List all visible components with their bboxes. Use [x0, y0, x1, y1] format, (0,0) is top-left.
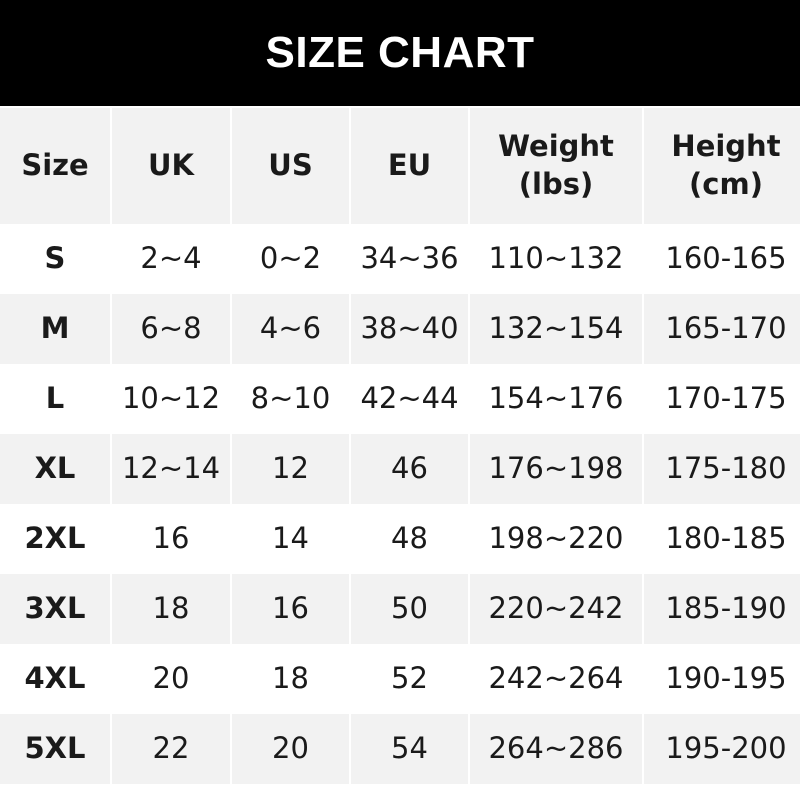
column-header: Height (cm) — [644, 108, 800, 224]
table-cell: 52 — [391, 661, 428, 696]
column-header: EU — [351, 108, 468, 224]
table-cell: 12~14 — [112, 434, 230, 504]
table-row: 4XL 20 18 52 242~264 190-195 — [0, 644, 800, 714]
table-cell: 12 — [232, 434, 349, 504]
table-cell: 8~10 — [250, 381, 331, 416]
table-cell: 6~8 — [112, 294, 230, 364]
table-cell: 14 — [272, 521, 309, 556]
table-cell: 110~132 — [488, 241, 624, 276]
table-cell: 195-200 — [644, 714, 800, 784]
table-cell: 220~242 — [470, 574, 642, 644]
table-header-row: Size UK US EU Weight (lbs) Height (cm) — [0, 108, 800, 224]
table-cell: 42~44 — [360, 381, 459, 416]
table-cell: 54 — [351, 714, 468, 784]
table-cell: 34~36 — [360, 241, 459, 276]
column-header-text: (lbs) — [518, 167, 594, 201]
table-cell: 18 — [112, 574, 230, 644]
column-header-text: Size — [21, 148, 89, 183]
size-label: S — [44, 241, 66, 276]
size-label: 5XL — [0, 714, 110, 784]
table-row: M 6~8 4~6 38~40 132~154 165-170 — [0, 294, 800, 364]
table-row: 3XL 18 16 50 220~242 185-190 — [0, 574, 800, 644]
table-cell: 198~220 — [488, 521, 624, 556]
column-header-text: Height — [671, 129, 781, 164]
table-cell: 2~4 — [140, 241, 202, 276]
column-header: Weight (lbs) — [470, 108, 642, 224]
column-header-text: EU — [387, 148, 432, 183]
table-cell: 0~2 — [259, 241, 322, 276]
table-cell: 190-195 — [665, 661, 787, 696]
size-chart-table: Size UK US EU Weight (lbs) Height (cm) S 2~4 0~2 3… — [0, 108, 800, 784]
table-cell: 20 — [232, 714, 349, 784]
table-cell: 180-185 — [665, 521, 787, 556]
column-header-text: Weight — [498, 129, 614, 164]
table-cell: 4~6 — [232, 294, 349, 364]
page-title: SIZE CHART — [0, 0, 800, 106]
table-cell: 16 — [232, 574, 349, 644]
table-row: L 10~12 8~10 42~44 154~176 170-175 — [0, 364, 800, 434]
size-label: 3XL — [0, 574, 110, 644]
size-label: XL — [0, 434, 110, 504]
column-header-text: US — [268, 148, 313, 183]
column-header-text: UK — [147, 148, 195, 183]
table-cell: 22 — [112, 714, 230, 784]
table-cell: 185-190 — [644, 574, 800, 644]
table-cell: 46 — [351, 434, 468, 504]
table-cell: 38~40 — [351, 294, 468, 364]
column-header: UK — [112, 108, 230, 224]
column-header-text: (cm) — [689, 167, 763, 201]
table-cell: 20 — [152, 661, 190, 696]
table-cell: 16 — [152, 521, 190, 556]
table-cell: 10~12 — [121, 381, 221, 416]
table-cell: 18 — [272, 661, 309, 696]
table-cell: 50 — [351, 574, 468, 644]
table-cell: 170-175 — [665, 381, 787, 416]
table-cell: 242~264 — [488, 661, 624, 696]
table-cell: 165-170 — [644, 294, 800, 364]
table-row: 2XL 16 14 48 198~220 180-185 — [0, 504, 800, 574]
table-cell: 132~154 — [470, 294, 642, 364]
size-label: L — [45, 381, 65, 416]
table-cell: 154~176 — [488, 381, 624, 416]
table-row: S 2~4 0~2 34~36 110~132 160-165 — [0, 224, 800, 294]
table-row: 5XL 22 20 54 264~286 195-200 — [0, 714, 800, 784]
column-header: Size — [0, 108, 110, 224]
size-label: M — [0, 294, 110, 364]
table-cell: 176~198 — [470, 434, 642, 504]
table-cell: 48 — [391, 521, 428, 556]
column-header: US — [232, 108, 349, 224]
table-cell: 264~286 — [470, 714, 642, 784]
table-cell: 175-180 — [644, 434, 800, 504]
table-row: XL 12~14 12 46 176~198 175-180 — [0, 434, 800, 504]
size-label: 2XL — [24, 521, 86, 556]
size-label: 4XL — [24, 661, 86, 696]
table-cell: 160-165 — [665, 241, 787, 276]
